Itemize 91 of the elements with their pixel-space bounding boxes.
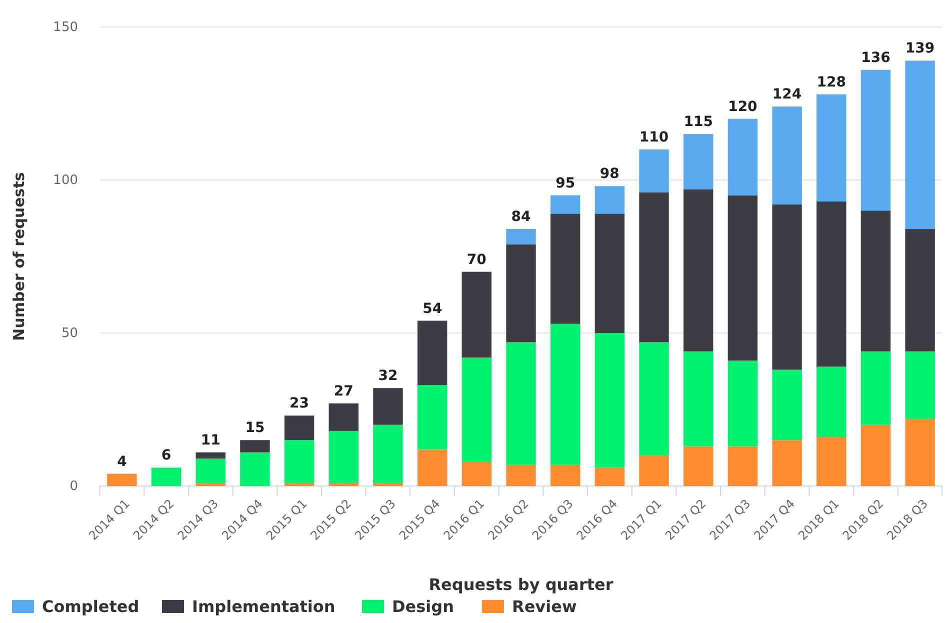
bar [594, 468, 625, 486]
bar [284, 482, 314, 486]
bar [462, 272, 492, 358]
bar [506, 244, 536, 342]
y-tick-label: 150 [53, 20, 78, 35]
bar [772, 440, 802, 486]
total-label: 139 [905, 40, 935, 57]
y-tick-label: 0 [70, 479, 78, 494]
total-label: 115 [684, 114, 713, 130]
bar [639, 192, 669, 342]
bar [107, 474, 137, 486]
legend-label: Implementation [192, 597, 336, 616]
bar [860, 424, 891, 486]
x-axis-title: Requests by quarter [428, 575, 614, 594]
bar [728, 118, 758, 196]
bar [684, 134, 714, 190]
total-label: 110 [639, 129, 669, 146]
bar [550, 195, 580, 214]
bar [639, 455, 669, 486]
bar [860, 70, 891, 211]
bar [240, 452, 270, 486]
bar [905, 351, 935, 419]
bar [284, 440, 314, 483]
bar [728, 446, 758, 486]
total-label: 15 [245, 420, 265, 436]
bar [816, 201, 846, 367]
total-label: 4 [117, 454, 128, 470]
bar [905, 418, 935, 486]
bar [594, 214, 625, 333]
bar [240, 440, 270, 452]
bar [816, 437, 846, 486]
bar [506, 464, 536, 486]
legend-label: Completed [42, 597, 140, 616]
bar [728, 195, 758, 361]
total-label: 120 [728, 98, 758, 115]
total-label: 27 [334, 383, 354, 400]
bar [328, 482, 358, 486]
bar [816, 94, 846, 202]
bar [417, 449, 448, 486]
total-label: 70 [466, 252, 487, 268]
bar [373, 388, 403, 425]
bar [550, 464, 580, 486]
bar [373, 424, 403, 483]
total-label: 6 [161, 448, 172, 464]
bar [684, 189, 714, 352]
bar [550, 214, 580, 324]
bar [417, 320, 448, 386]
bar [373, 482, 403, 486]
bar [328, 403, 358, 431]
bar [905, 60, 935, 229]
bar [860, 210, 891, 352]
bar [462, 462, 492, 486]
legend-label: Review [512, 597, 577, 616]
y-tick-label: 100 [53, 173, 78, 188]
bar [196, 482, 226, 486]
y-axis-title: Number of requests [10, 172, 28, 341]
bar [639, 149, 669, 192]
legend-label: Design [392, 597, 454, 616]
bar [594, 333, 625, 468]
total-label: 54 [422, 300, 442, 317]
bar [728, 360, 758, 446]
y-tick-label: 50 [61, 326, 78, 341]
bar [151, 468, 182, 486]
total-label: 32 [378, 368, 398, 384]
bar [905, 228, 935, 352]
bar [772, 204, 802, 370]
total-label: 136 [861, 50, 890, 66]
bar [550, 324, 580, 465]
bar [816, 366, 846, 438]
bar [284, 416, 314, 440]
bar [860, 351, 891, 425]
bar [684, 446, 714, 486]
bar [506, 342, 536, 465]
bar [462, 357, 492, 462]
total-label: 23 [290, 396, 310, 412]
bar [196, 452, 226, 458]
bar [594, 186, 625, 214]
total-label: 95 [556, 175, 576, 192]
bar [196, 458, 226, 483]
bar [684, 351, 714, 446]
bar [772, 106, 802, 204]
bar [772, 370, 802, 440]
total-label: 124 [772, 86, 802, 103]
bar [417, 385, 448, 450]
total-label: 84 [511, 208, 531, 225]
total-label: 128 [816, 74, 846, 90]
bar [328, 430, 358, 483]
total-label: 11 [200, 432, 220, 448]
bar [639, 342, 669, 456]
bar [506, 228, 536, 244]
total-label: 98 [600, 166, 620, 182]
